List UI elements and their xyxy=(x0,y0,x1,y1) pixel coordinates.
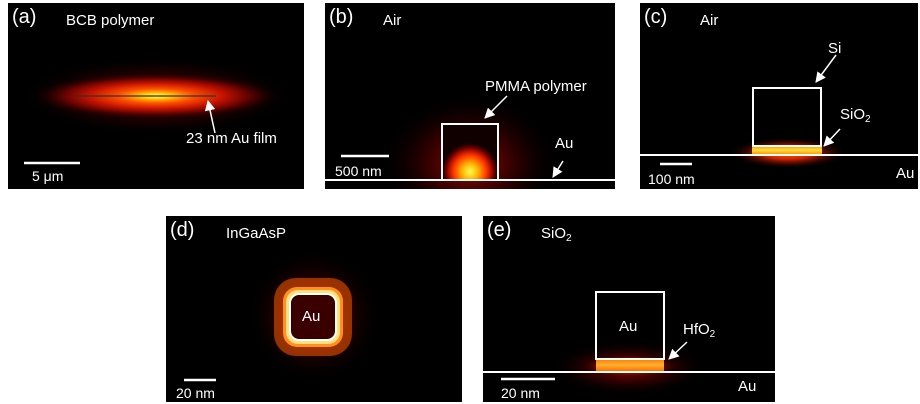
substrate-label-e: Au xyxy=(738,378,757,395)
panel-label-c: (c) xyxy=(644,6,668,28)
arrow-au-film xyxy=(204,99,216,134)
core-label-e: Au xyxy=(619,318,638,335)
arrow-sio2 xyxy=(823,128,841,147)
scale-label-c: 100 nm xyxy=(648,171,695,187)
hfo2-gap xyxy=(596,359,664,371)
annotation-hfo2: HfO2 xyxy=(683,321,716,340)
panel-d-field xyxy=(184,248,382,384)
core-label-d: Au xyxy=(302,308,321,325)
panel-d: (d) InGaAsP Au 20 nm xyxy=(166,216,462,402)
panel-b-field xyxy=(325,93,615,189)
au-core-outline-e xyxy=(595,291,665,360)
annotation-au-film: 23 nm Au film xyxy=(186,130,277,147)
medium-label-e: SiO2 xyxy=(541,225,572,244)
arrow-si xyxy=(815,54,837,83)
panel-a: (a) BCB polymer 23 nm Au film 5 μm xyxy=(8,3,304,189)
si-outline xyxy=(752,87,822,147)
panel-label-b: (b) xyxy=(329,6,354,28)
au-core-outline xyxy=(289,293,337,341)
panel-c: (c) Air Si SiO2 Au 100 nm xyxy=(640,3,918,189)
sio2-gap xyxy=(752,146,822,154)
panel-e-field xyxy=(483,291,775,396)
panel-e: (e) SiO2 Au HfO2 Au 20 nm xyxy=(483,216,775,402)
annotation-si: Si xyxy=(828,40,842,57)
panel-label-a: (a) xyxy=(12,6,37,28)
arrow-hfo2 xyxy=(668,341,688,360)
scale-label-a: 5 μm xyxy=(32,168,64,184)
substrate-label-b: Au xyxy=(555,135,574,152)
medium-label-b: Air xyxy=(383,12,402,29)
scale-label-e: 20 nm xyxy=(501,385,540,401)
scale-label-d: 20 nm xyxy=(176,385,215,401)
medium-label-a: BCB polymer xyxy=(66,12,155,29)
arrow-pmma xyxy=(484,95,508,119)
medium-label-d: InGaAsP xyxy=(226,225,287,242)
annotation-pmma: PMMA polymer xyxy=(485,78,587,95)
annotation-sio2: SiO2 xyxy=(840,106,871,125)
scale-label-b: 500 nm xyxy=(335,163,382,179)
substrate-label-c: Au xyxy=(896,165,915,182)
arrow-au-b xyxy=(552,160,564,178)
panel-b: (b) Air PMMA polymer Au 500 nm xyxy=(325,3,615,189)
panel-label-d: (d) xyxy=(170,219,195,241)
panel-a-field xyxy=(16,56,296,165)
panel-c-field xyxy=(640,54,918,169)
panel-label-e: (e) xyxy=(487,219,512,241)
medium-label-c: Air xyxy=(700,12,719,29)
